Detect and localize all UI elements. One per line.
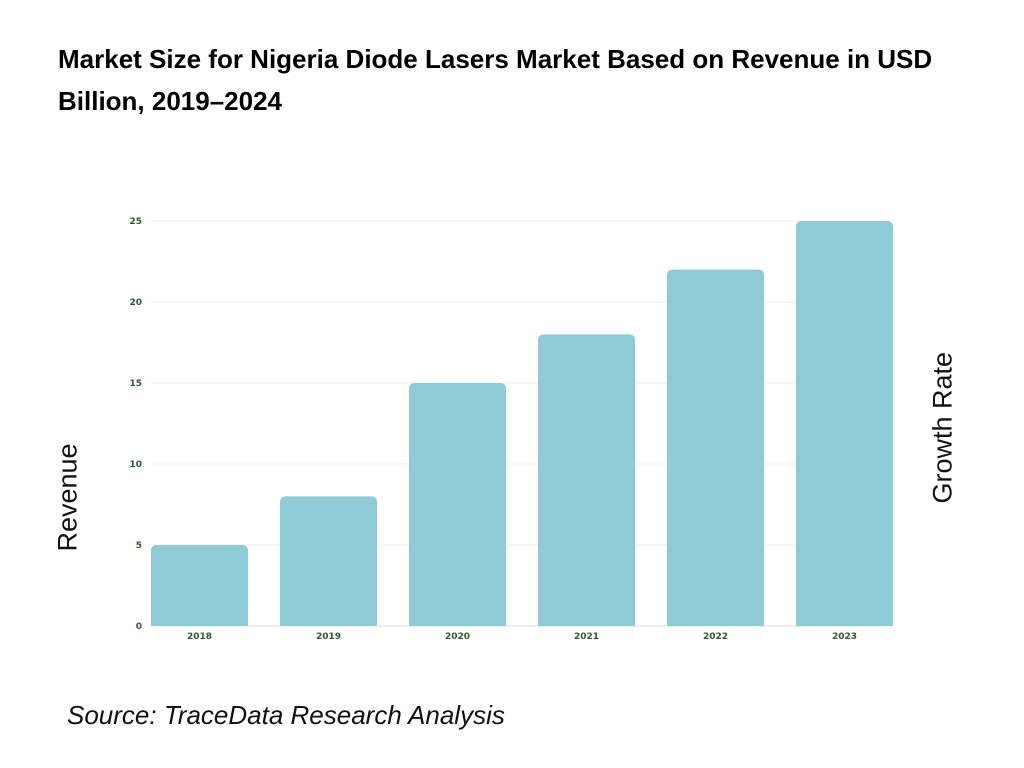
bar-2018 (151, 545, 248, 626)
y-tick-label: 15 (129, 379, 142, 389)
y-tick-label: 10 (129, 460, 142, 470)
x-tick-label: 2023 (832, 632, 857, 642)
bar-2020 (409, 383, 506, 626)
x-tick-label: 2022 (703, 632, 728, 642)
y-tick-label: 5 (136, 541, 142, 551)
y-tick-label: 20 (129, 298, 142, 308)
x-tick-label: 2020 (445, 632, 470, 642)
bar-2021 (538, 334, 635, 626)
bar-2019 (280, 496, 377, 626)
y-tick-label: 25 (129, 217, 142, 227)
source-note: Source: TraceData Research Analysis (67, 700, 505, 730)
bar-2022 (667, 269, 764, 626)
y-tick-label: 0 (136, 622, 142, 632)
chart-title: Market Size for Nigeria Diode Lasers Mar… (58, 44, 933, 116)
x-tick-label: 2019 (316, 632, 341, 642)
x-tick-label: 2021 (574, 632, 599, 642)
x-tick-label: 2018 (187, 632, 212, 642)
bar-2023 (796, 221, 893, 626)
